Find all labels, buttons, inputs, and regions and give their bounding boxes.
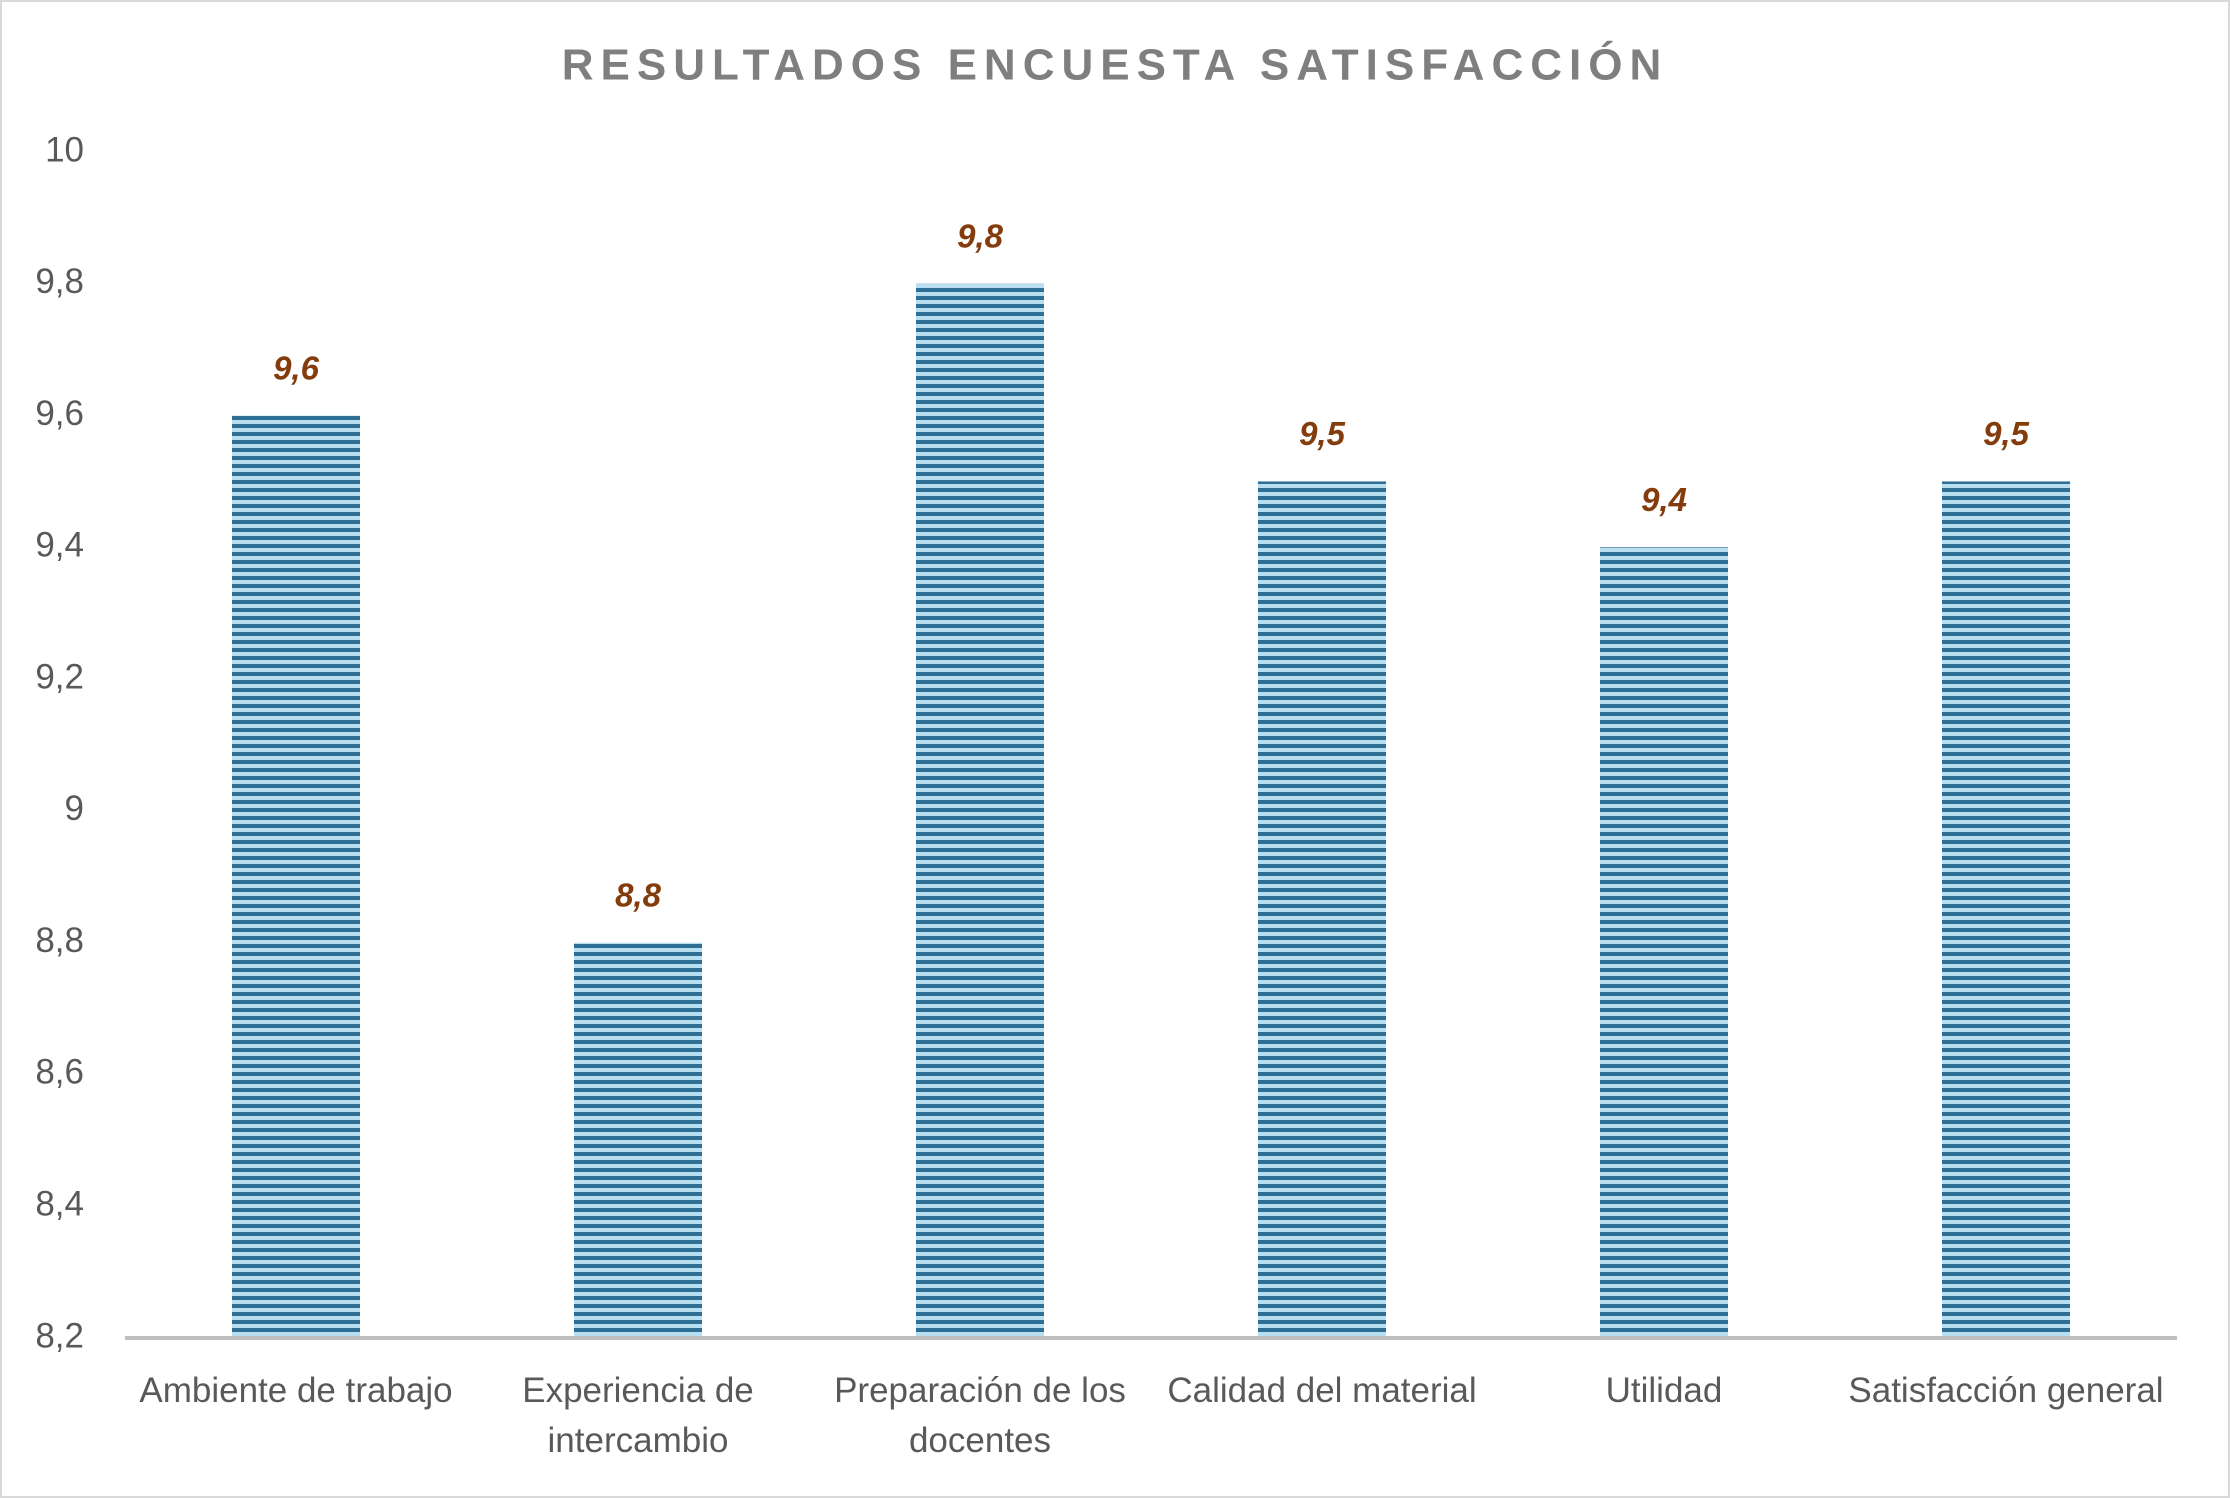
x-tick-label: Ambiente de trabajo xyxy=(139,1371,453,1410)
value-label: 8,8 xyxy=(615,876,662,913)
y-tick-label: 8,6 xyxy=(35,1053,84,1092)
y-tick-label: 10 xyxy=(45,130,84,169)
y-tick-label: 9,2 xyxy=(35,657,84,696)
x-tick-label: Utilidad xyxy=(1605,1371,1723,1410)
y-tick-label: 8,8 xyxy=(35,921,84,960)
bar xyxy=(574,942,702,1338)
y-tick-label: 8,4 xyxy=(35,1184,84,1223)
bar xyxy=(1942,481,2070,1338)
bar xyxy=(232,415,360,1338)
value-label: 9,6 xyxy=(273,349,320,386)
bar xyxy=(1600,547,1728,1338)
bar xyxy=(916,283,1044,1338)
y-tick-label: 9,4 xyxy=(35,526,84,565)
y-tick-label: 9,8 xyxy=(35,262,84,301)
x-tick-label: Preparación de los docentes xyxy=(834,1371,1126,1460)
value-label: 9,4 xyxy=(1641,481,1687,518)
value-label: 9,5 xyxy=(1983,415,2030,452)
y-tick-label: 8,2 xyxy=(35,1316,84,1355)
value-label: 9,5 xyxy=(1299,415,1346,452)
x-tick-label: Experiencia de intercambio xyxy=(522,1371,754,1460)
y-tick-label: 9,6 xyxy=(35,394,84,433)
chart-title: RESULTADOS ENCUESTA SATISFACCIÓN xyxy=(562,40,1668,90)
value-label: 9,8 xyxy=(957,217,1004,254)
x-tick-label: Calidad del material xyxy=(1167,1371,1477,1410)
bar xyxy=(1258,481,1386,1338)
y-tick-label: 9 xyxy=(65,789,84,828)
x-tick-label: Satisfacción general xyxy=(1848,1371,2164,1410)
